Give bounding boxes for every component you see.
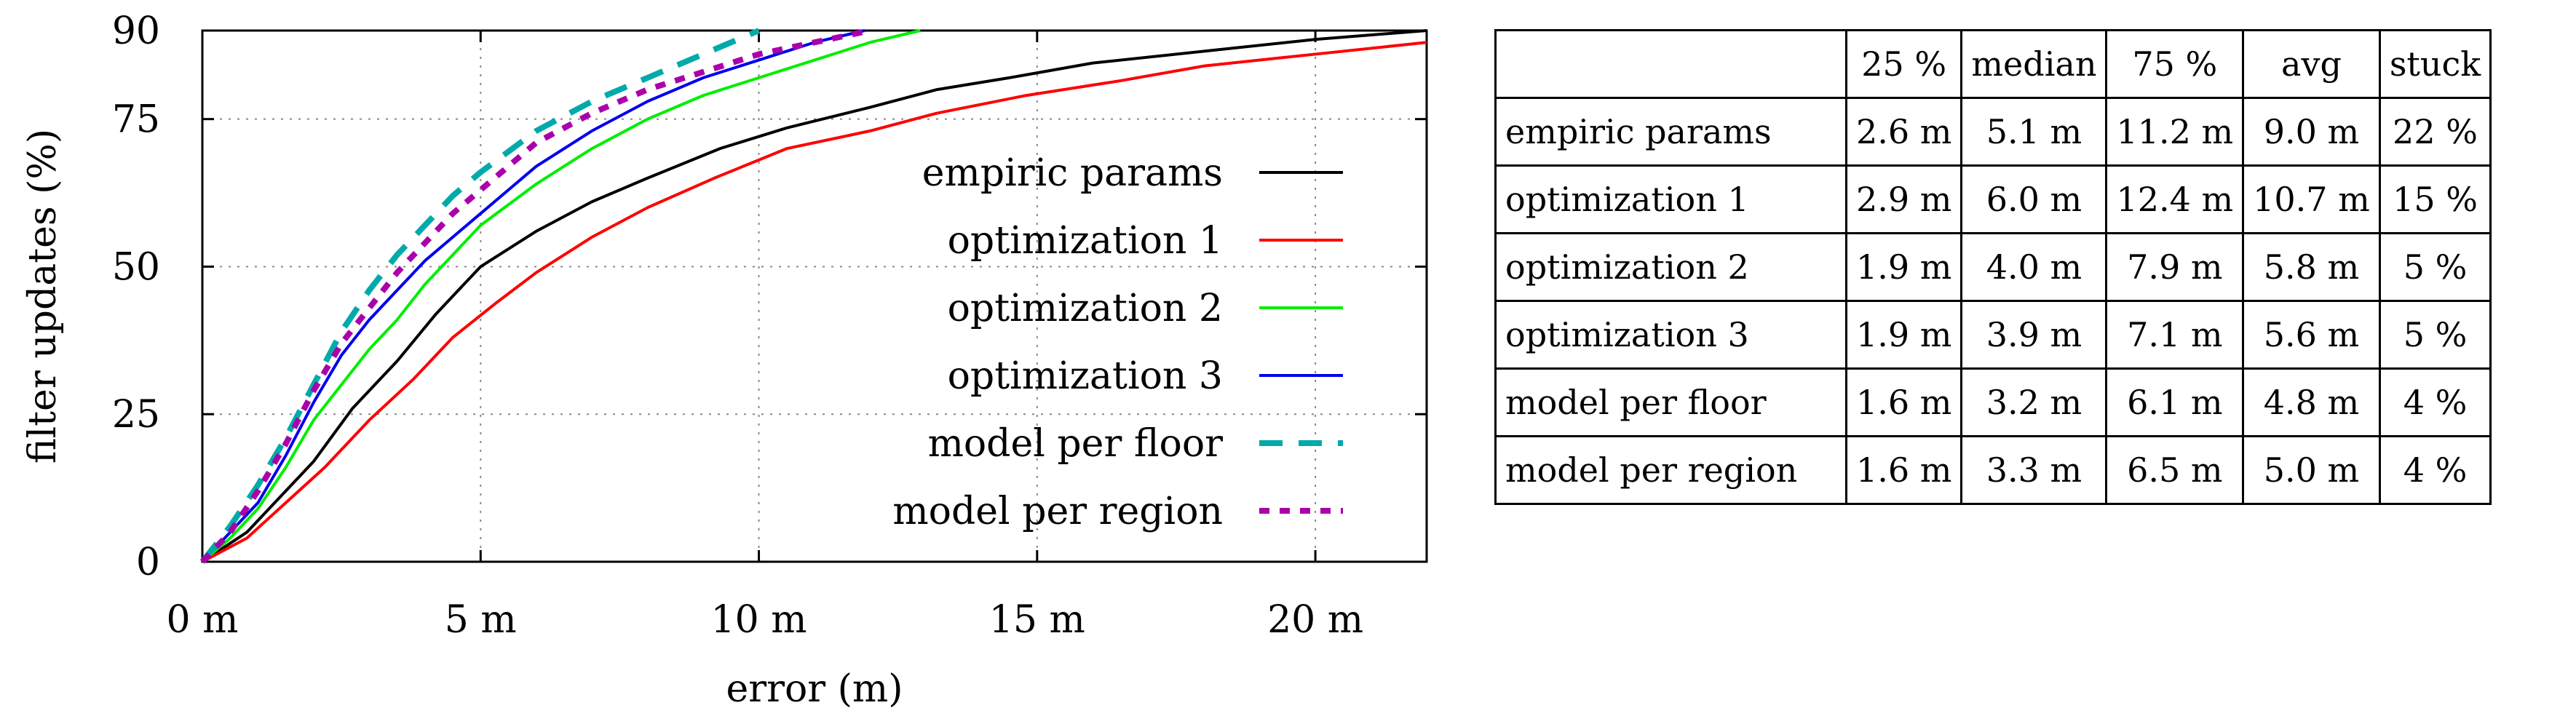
cell-75-percent: 6.1 m <box>2105 367 2245 437</box>
legend-label: optimization 3 <box>948 354 1223 398</box>
row-label: model per floor <box>1494 367 1847 437</box>
x-tick-label: 20 m <box>1267 598 1363 642</box>
table-row: empiric params 2.6 m 5.1 m 11.2 m 9.0 m … <box>1494 97 2492 167</box>
cell-median: 4.0 m <box>1960 232 2108 302</box>
y-tick-label: 0 <box>136 541 160 584</box>
chart-svg: 0 m 5 m 10 m 15 m 20 m 0 25 50 75 90 error (m) filt… <box>21 9 1428 711</box>
cell-75-percent: 7.9 m <box>2105 232 2245 302</box>
cell-75-percent: 11.2 m <box>2105 97 2245 167</box>
x-tick-label: 5 m <box>445 598 517 642</box>
x-tick-label: 10 m <box>711 598 807 642</box>
row-label: optimization 3 <box>1494 300 1847 370</box>
legend-label: empiric params <box>922 151 1223 195</box>
cell-25-percent: 2.6 m <box>1844 97 1963 167</box>
table-row: model per region 1.6 m 3.3 m 6.5 m 5.0 m… <box>1494 435 2492 505</box>
table-header-row: 25 % median 75 % avg stuck <box>1494 29 2492 99</box>
cell-stuck: 15 % <box>2378 164 2492 234</box>
legend-label: optimization 1 <box>948 219 1223 263</box>
table-header-avg: avg <box>2242 29 2381 99</box>
row-label: empiric params <box>1494 97 1847 167</box>
cell-median: 3.2 m <box>1960 367 2108 437</box>
cell-25-percent: 1.6 m <box>1844 367 1963 437</box>
cell-avg: 5.6 m <box>2242 300 2381 370</box>
cell-avg: 4.8 m <box>2242 367 2381 437</box>
y-tick-label: 50 <box>112 245 160 289</box>
table-row: optimization 1 2.9 m 6.0 m 12.4 m 10.7 m… <box>1494 164 2492 234</box>
cell-25-percent: 1.9 m <box>1844 300 1963 370</box>
y-tick-label: 90 <box>112 9 160 53</box>
cell-75-percent: 7.1 m <box>2105 300 2245 370</box>
row-label: optimization 1 <box>1494 164 1847 234</box>
legend-label: model per region <box>892 490 1223 533</box>
table-header-median: median <box>1960 29 2108 99</box>
table-header-25-percent: 25 % <box>1844 29 1963 99</box>
y-axis-label: filter updates (%) <box>21 129 65 464</box>
row-label: model per region <box>1494 435 1847 505</box>
cell-25-percent: 1.9 m <box>1844 232 1963 302</box>
cell-stuck: 4 % <box>2378 367 2492 437</box>
y-tick-label: 75 <box>112 98 160 142</box>
table-header-corner <box>1494 29 1847 99</box>
x-tick-label: 0 m <box>167 598 239 642</box>
cell-median: 6.0 m <box>1960 164 2108 234</box>
cell-stuck: 4 % <box>2378 435 2492 505</box>
series-line <box>200 28 871 564</box>
series-line <box>201 29 865 563</box>
cell-median: 5.1 m <box>1960 97 2108 167</box>
cell-avg: 5.8 m <box>2242 232 2381 302</box>
x-tick-label: 15 m <box>989 598 1085 642</box>
cell-25-percent: 2.9 m <box>1844 164 1963 234</box>
table-row: optimization 3 1.9 m 3.9 m 7.1 m 5.6 m 5… <box>1494 300 2492 370</box>
series-line <box>201 29 921 563</box>
cell-stuck: 22 % <box>2378 97 2492 167</box>
cdf-chart: 0 m 5 m 10 m 15 m 20 m 0 25 50 75 90 error (m) filt… <box>21 9 1428 711</box>
table-header-stuck: stuck <box>2378 29 2492 99</box>
error-statistics-table: 25 % median 75 % avg stuck empiric param… <box>1494 29 2492 505</box>
cell-avg: 5.0 m <box>2242 435 2381 505</box>
cell-25-percent: 1.6 m <box>1844 435 1963 505</box>
row-label: optimization 2 <box>1494 232 1847 302</box>
cell-median: 3.3 m <box>1960 435 2108 505</box>
legend-label: optimization 2 <box>948 287 1223 330</box>
cell-avg: 10.7 m <box>2242 164 2381 234</box>
legend-label: model per floor <box>928 422 1224 466</box>
cell-75-percent: 6.5 m <box>2105 435 2245 505</box>
table-header-75-percent: 75 % <box>2105 29 2245 99</box>
series-line <box>199 28 761 564</box>
plot-frame <box>201 29 1428 563</box>
cell-median: 3.9 m <box>1960 300 2108 370</box>
series-line <box>202 41 1427 563</box>
cell-75-percent: 12.4 m <box>2105 164 2245 234</box>
series-line <box>201 29 1427 563</box>
table-row: optimization 2 1.9 m 4.0 m 7.9 m 5.8 m 5… <box>1494 232 2492 302</box>
y-tick-label: 25 <box>112 393 160 437</box>
cell-avg: 9.0 m <box>2242 97 2381 167</box>
cell-stuck: 5 % <box>2378 300 2492 370</box>
cell-stuck: 5 % <box>2378 232 2492 302</box>
table-row: model per floor 1.6 m 3.2 m 6.1 m 4.8 m … <box>1494 367 2492 437</box>
x-axis-label: error (m) <box>726 667 903 711</box>
